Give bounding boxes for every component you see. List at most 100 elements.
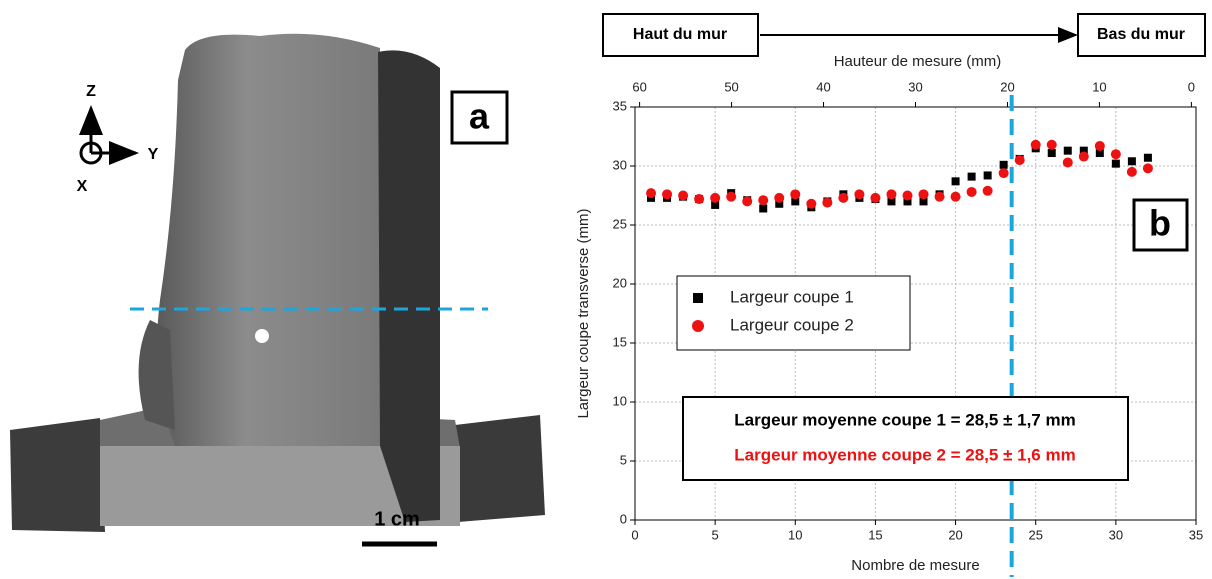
x-tick-label: 35 bbox=[1189, 527, 1203, 542]
x-axis-title: Nombre de mesure bbox=[851, 557, 979, 574]
x2-tick-label: 0 bbox=[1188, 79, 1195, 94]
point bbox=[742, 196, 753, 207]
point bbox=[758, 195, 769, 206]
point bbox=[887, 197, 896, 206]
point bbox=[726, 191, 737, 202]
annotation-box bbox=[682, 396, 1129, 481]
y-tick-label: 0 bbox=[620, 511, 627, 526]
point bbox=[918, 189, 929, 200]
point bbox=[902, 190, 913, 201]
axes-triad bbox=[79, 105, 139, 165]
point bbox=[1126, 166, 1137, 177]
point bbox=[919, 197, 928, 206]
point bbox=[886, 189, 897, 200]
x2-tick-label: 10 bbox=[1092, 79, 1106, 94]
point bbox=[870, 192, 881, 203]
point bbox=[982, 185, 993, 196]
point bbox=[983, 171, 992, 180]
x2-tick-label: 50 bbox=[724, 79, 738, 94]
point bbox=[966, 186, 977, 197]
panel-label-box bbox=[450, 90, 509, 145]
point bbox=[1078, 151, 1089, 162]
y-tick-label: 20 bbox=[613, 275, 627, 290]
axis-x-label: X bbox=[77, 178, 88, 195]
point bbox=[790, 189, 801, 200]
axis-z-label: Z bbox=[86, 83, 96, 100]
y-tick-label: 30 bbox=[613, 157, 627, 172]
render bbox=[10, 33, 545, 532]
y-tick-label: 5 bbox=[620, 452, 627, 467]
legend bbox=[676, 275, 911, 351]
annotation: Largeur moyenne coupe 2 = 28,5 ± 1,6 mm bbox=[734, 445, 1075, 464]
panel-label: b bbox=[1149, 203, 1171, 244]
point bbox=[951, 177, 960, 186]
point bbox=[1110, 149, 1121, 160]
point bbox=[710, 192, 721, 203]
point bbox=[678, 190, 689, 201]
point bbox=[999, 160, 1008, 169]
point bbox=[903, 197, 912, 206]
point bbox=[1094, 140, 1105, 151]
point bbox=[1014, 155, 1025, 166]
point bbox=[806, 198, 817, 209]
legend-label: Largeur coupe 1 bbox=[730, 287, 854, 306]
x2-tick-label: 40 bbox=[816, 79, 830, 94]
top-right-box: Bas du mur bbox=[1097, 26, 1185, 43]
plot-frame bbox=[634, 106, 1197, 521]
x2-tick-label: 60 bbox=[632, 79, 646, 94]
x-tick-label: 5 bbox=[712, 527, 719, 542]
x-tick-label: 15 bbox=[868, 527, 882, 542]
x-tick-label: 20 bbox=[948, 527, 962, 542]
point bbox=[1095, 149, 1104, 158]
x-tick-label: 25 bbox=[1028, 527, 1042, 542]
point bbox=[950, 191, 961, 202]
point bbox=[822, 197, 833, 208]
point bbox=[967, 172, 976, 181]
point bbox=[854, 189, 865, 200]
point bbox=[1143, 153, 1152, 162]
x2-tick-label: 30 bbox=[908, 79, 922, 94]
legend-marker bbox=[693, 293, 703, 303]
point bbox=[1142, 163, 1153, 174]
x-tick-label: 0 bbox=[631, 527, 638, 542]
point bbox=[775, 199, 784, 208]
point bbox=[1063, 146, 1072, 155]
point bbox=[1062, 157, 1073, 168]
point bbox=[1030, 139, 1041, 150]
x-tick-label: 30 bbox=[1109, 527, 1123, 542]
legend-label: Largeur coupe 2 bbox=[730, 315, 854, 334]
legend-marker bbox=[692, 320, 704, 332]
top-left-box: Haut du mur bbox=[633, 26, 727, 43]
point bbox=[759, 204, 768, 213]
x-tick-label: 10 bbox=[788, 527, 802, 542]
y-tick-label: 25 bbox=[613, 216, 627, 231]
panel-label: a bbox=[469, 96, 490, 137]
y-tick-label: 35 bbox=[613, 98, 627, 113]
point bbox=[646, 188, 657, 199]
top-box bbox=[602, 13, 759, 57]
y-tick-label: 10 bbox=[613, 393, 627, 408]
point bbox=[791, 197, 800, 206]
point bbox=[694, 194, 705, 205]
axis-y-label: Y bbox=[148, 146, 159, 163]
point bbox=[998, 168, 1009, 179]
point bbox=[1127, 157, 1136, 166]
point bbox=[711, 200, 720, 209]
annotation: Largeur moyenne coupe 1 = 28,5 ± 1,7 mm bbox=[734, 410, 1075, 429]
x2-axis-title: Hauteur de mesure (mm) bbox=[834, 53, 1002, 70]
point bbox=[774, 192, 785, 203]
point bbox=[1079, 146, 1088, 155]
point bbox=[1111, 159, 1120, 168]
panel-label-box bbox=[1132, 198, 1189, 252]
y-tick-label: 15 bbox=[613, 334, 627, 349]
point bbox=[838, 192, 849, 203]
y-axis-title: Largeur coupe transverse (mm) bbox=[575, 208, 592, 418]
point bbox=[662, 189, 673, 200]
point bbox=[934, 191, 945, 202]
scale-bar-label: 1 cm bbox=[374, 508, 420, 530]
x2-tick-label: 20 bbox=[1000, 79, 1014, 94]
top-box bbox=[1077, 13, 1206, 57]
point bbox=[1046, 139, 1057, 150]
point bbox=[1047, 149, 1056, 158]
